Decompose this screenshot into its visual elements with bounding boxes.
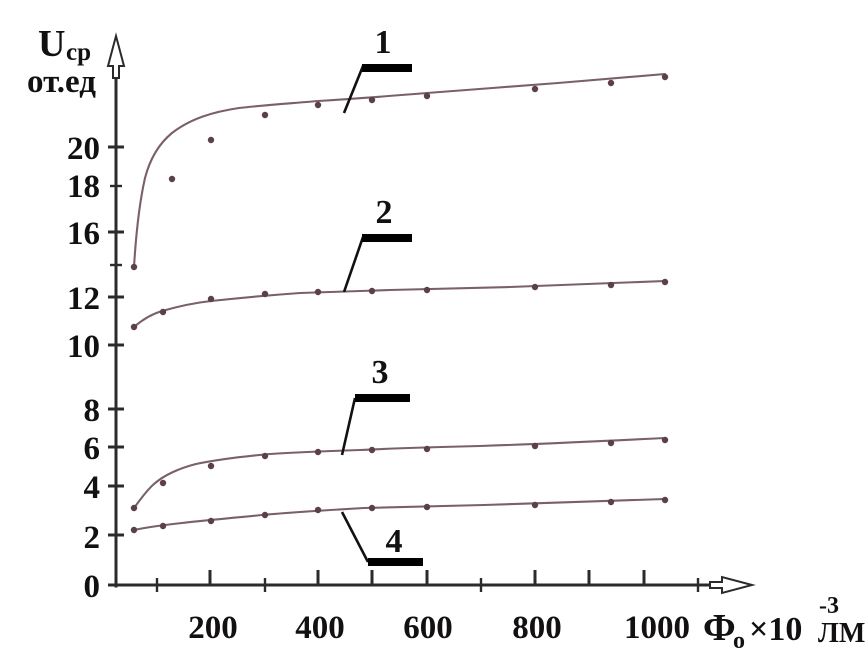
y-tick-marks [108, 145, 124, 587]
callout-2-leader [342, 236, 365, 293]
y-axis-arrow-icon [106, 32, 126, 79]
series-1-markers [130, 73, 669, 271]
callout-2: 2 [342, 194, 412, 293]
y-axis-title: U ср от.ед [27, 23, 96, 100]
series-curve-2 [130, 278, 669, 331]
y-tick-label-4: 4 [84, 470, 101, 506]
x-axis-title-main: Ф [703, 607, 736, 649]
x-tick-label-800: 800 [512, 610, 562, 646]
axis-group [106, 32, 756, 595]
x-axis-arrow-icon [709, 575, 756, 595]
series-curve-1 [130, 72, 669, 271]
x-axis-title-multiplier: ×10 [749, 611, 802, 648]
x-axis-title-exponent: -3 [819, 593, 839, 619]
y-tick-label-18: 18 [67, 169, 100, 205]
x-axis-title: Ф о ×10 -3 ЛМ [703, 593, 865, 654]
x-tick-label-200: 200 [188, 610, 238, 646]
callout-4: 4 [340, 511, 423, 566]
series-2-line [132, 279, 667, 329]
callout-4-label: 4 [386, 523, 403, 560]
y-tick-labels: 0 2 4 6 8 10 12 16 18 20 [67, 131, 100, 605]
y-axis-title-units: от.ед [27, 64, 96, 100]
callout-3-label: 3 [372, 354, 389, 391]
callout-2-label: 2 [376, 194, 393, 231]
y-tick-label-8: 8 [84, 393, 101, 429]
y-axis-title-main: U [38, 23, 65, 65]
y-tick-label-6: 6 [84, 431, 101, 467]
series-3-markers [130, 436, 669, 512]
series-4-line [132, 497, 667, 532]
series-curve-3 [130, 436, 669, 512]
x-tick-label-1000: 1000 [624, 610, 690, 646]
y-tick-label-0: 0 [84, 569, 101, 605]
callout-4-leader [340, 511, 370, 563]
x-tick-marks [155, 570, 700, 592]
series-3-line [132, 436, 667, 510]
callout-1-leader [342, 65, 365, 114]
x-axis-title-units: ЛМ [818, 618, 865, 649]
x-tick-label-600: 600 [403, 610, 453, 646]
callout-3-leader [340, 397, 357, 456]
y-tick-label-16: 16 [67, 216, 100, 252]
y-tick-label-12: 12 [67, 281, 100, 317]
callout-3: 3 [340, 354, 410, 456]
callout-1: 1 [342, 24, 412, 114]
series-1-line [132, 72, 667, 269]
y-tick-label-10: 10 [67, 329, 100, 365]
x-tick-labels: 200 400 600 800 1000 [188, 610, 690, 646]
y-tick-label-20: 20 [67, 131, 100, 167]
y-tick-label-2: 2 [84, 520, 101, 556]
callout-1-label: 1 [375, 24, 392, 61]
series-2-markers [130, 278, 669, 331]
x-axis-title-sub: о [733, 628, 745, 654]
series-4-markers [130, 496, 669, 534]
series-curve-4 [130, 496, 669, 534]
x-tick-label-400: 400 [295, 610, 345, 646]
y-axis-title-sub: ср [66, 39, 91, 66]
